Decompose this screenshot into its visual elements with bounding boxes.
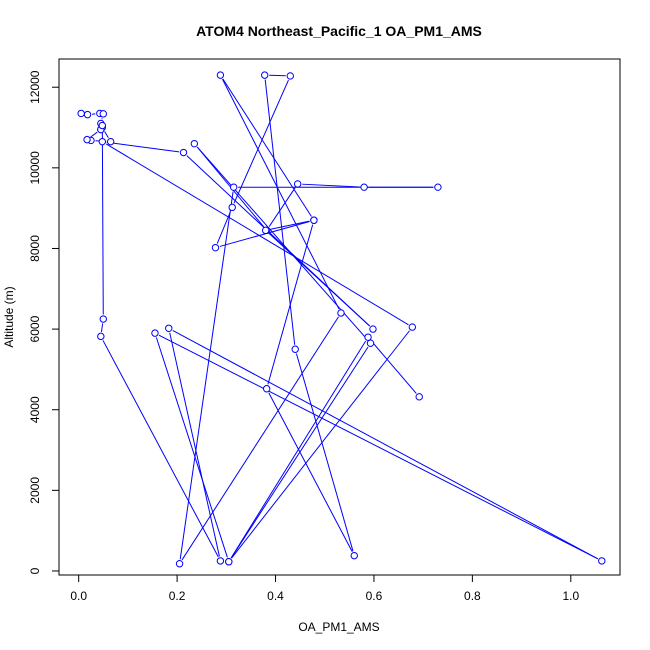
series-segment xyxy=(268,392,353,552)
series-segment xyxy=(172,329,599,560)
series-segment xyxy=(233,79,289,204)
series-segment xyxy=(221,78,340,310)
data-point xyxy=(415,393,423,401)
data-point xyxy=(98,121,107,130)
data-point xyxy=(225,557,233,566)
series-segment xyxy=(104,131,109,139)
series-segment xyxy=(101,130,104,315)
data-point xyxy=(97,332,105,341)
series-segment xyxy=(181,316,339,561)
data-point xyxy=(98,137,107,146)
data-point xyxy=(434,183,442,191)
data-point xyxy=(175,560,184,568)
data-point xyxy=(228,203,236,212)
series-segment xyxy=(295,353,354,552)
y-tick-label: 6000 xyxy=(28,315,42,342)
x-tick-label: 0.0 xyxy=(70,589,87,603)
x-tick-label: 0.2 xyxy=(169,589,186,603)
data-point xyxy=(291,345,299,353)
data-point xyxy=(99,315,107,323)
x-tick-label: 1.0 xyxy=(562,589,579,603)
x-tick-label: 0.8 xyxy=(464,589,481,603)
series-segment xyxy=(100,323,104,332)
series-segment xyxy=(264,79,296,345)
data-point xyxy=(261,71,269,79)
data-point xyxy=(293,180,302,188)
y-tick-label: 12000 xyxy=(28,70,42,104)
series-segment xyxy=(186,155,371,327)
x-tick-label: 0.4 xyxy=(267,589,284,603)
x-tick-label: 0.6 xyxy=(366,589,383,603)
data-point xyxy=(337,309,345,317)
series-segment xyxy=(216,211,231,244)
data-point xyxy=(216,71,225,79)
series-segment xyxy=(268,187,296,227)
data-point xyxy=(229,183,238,191)
data-point xyxy=(286,72,294,80)
y-tick-label: 0 xyxy=(28,567,42,574)
y-tick-label: 8000 xyxy=(28,235,42,262)
data-point xyxy=(350,551,358,560)
series-segment xyxy=(179,191,234,560)
data-point xyxy=(77,109,85,118)
x-axis-label: OA_PM1_AMS xyxy=(298,620,379,634)
series-segment xyxy=(370,340,417,394)
series-layer xyxy=(77,71,606,568)
series-segment xyxy=(231,330,410,559)
data-point xyxy=(360,183,368,191)
series-segment xyxy=(106,141,180,153)
series-segment xyxy=(230,340,367,559)
series-segment xyxy=(222,78,312,217)
data-point xyxy=(99,110,107,118)
series-segment xyxy=(269,220,310,230)
data-point xyxy=(369,325,377,333)
data-point xyxy=(179,148,188,157)
data-point xyxy=(106,137,115,146)
y-axis: 0 2000 4000 6000 8000 10000 12000 xyxy=(28,70,60,574)
series-segment xyxy=(219,220,310,247)
series-segment xyxy=(102,340,219,558)
data-point xyxy=(83,135,91,144)
series-segment xyxy=(169,332,220,557)
data-point xyxy=(310,216,318,224)
plot-frame xyxy=(58,58,621,576)
data-point xyxy=(408,323,417,331)
data-point xyxy=(262,385,271,393)
series-segment xyxy=(196,146,368,341)
y-tick-label: 2000 xyxy=(28,477,42,504)
data-point xyxy=(83,110,92,119)
series-segment xyxy=(105,143,409,326)
series-segment xyxy=(269,74,286,77)
data-point xyxy=(216,557,225,565)
data-point xyxy=(165,324,173,332)
data-point xyxy=(211,243,220,252)
series-segment xyxy=(90,131,98,138)
series-segment xyxy=(155,337,228,558)
y-tick-label: 4000 xyxy=(28,396,42,423)
data-point xyxy=(190,139,199,148)
data-point xyxy=(366,339,375,347)
y-axis-label: Altitude (m) xyxy=(2,286,16,347)
series-segment xyxy=(158,334,599,560)
data-point xyxy=(598,557,606,565)
data-point xyxy=(261,226,270,235)
series-segment xyxy=(302,183,360,188)
y-tick-label: 10000 xyxy=(28,151,42,185)
chart-title: ATOM4 Northeast_Pacific_1 OA_PM1_AMS xyxy=(196,23,482,39)
data-point xyxy=(151,329,159,337)
x-axis: 0.0 0.2 0.4 0.6 0.8 1.0 xyxy=(70,574,579,603)
data-point xyxy=(364,333,372,341)
